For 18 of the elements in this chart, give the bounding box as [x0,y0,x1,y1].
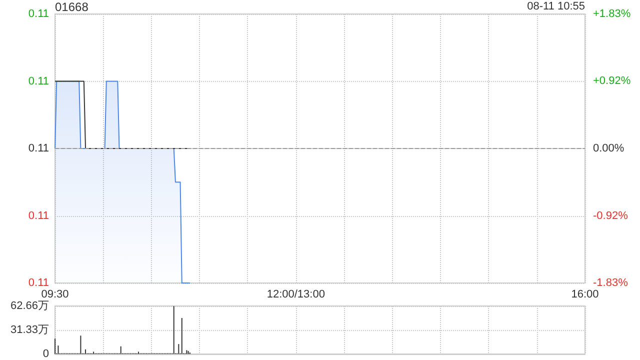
y2-tick-label: -1.83% [593,277,628,289]
y2-tick-label: +0.92% [593,74,631,87]
y-tick-label: 0.11 [28,8,49,20]
chart-title: 01668 [55,0,89,14]
text: 08-11 10:55 [527,0,586,12]
y-tick-label: 31.33万 [10,324,49,336]
y-tick-label: 0.11 [28,75,49,88]
y-tick-label: 0.11 [28,277,49,289]
y2-tick-label: -0.92% [593,210,628,222]
x-tick-label: 09:30 [41,288,69,300]
y-tick-label: 0.11 [28,210,49,222]
y-tick-label: 0 [42,348,49,360]
y-tick-label: 62.66万 [10,300,49,312]
y-tick-label: 0.11 [28,142,49,154]
y2-tick-label: 0.00% [593,142,624,154]
x-tick-label: 16:00 [571,288,599,300]
x-tick-label: 12:00/13:00 [266,288,325,300]
y2-tick-label: +1.83% [593,8,631,20]
